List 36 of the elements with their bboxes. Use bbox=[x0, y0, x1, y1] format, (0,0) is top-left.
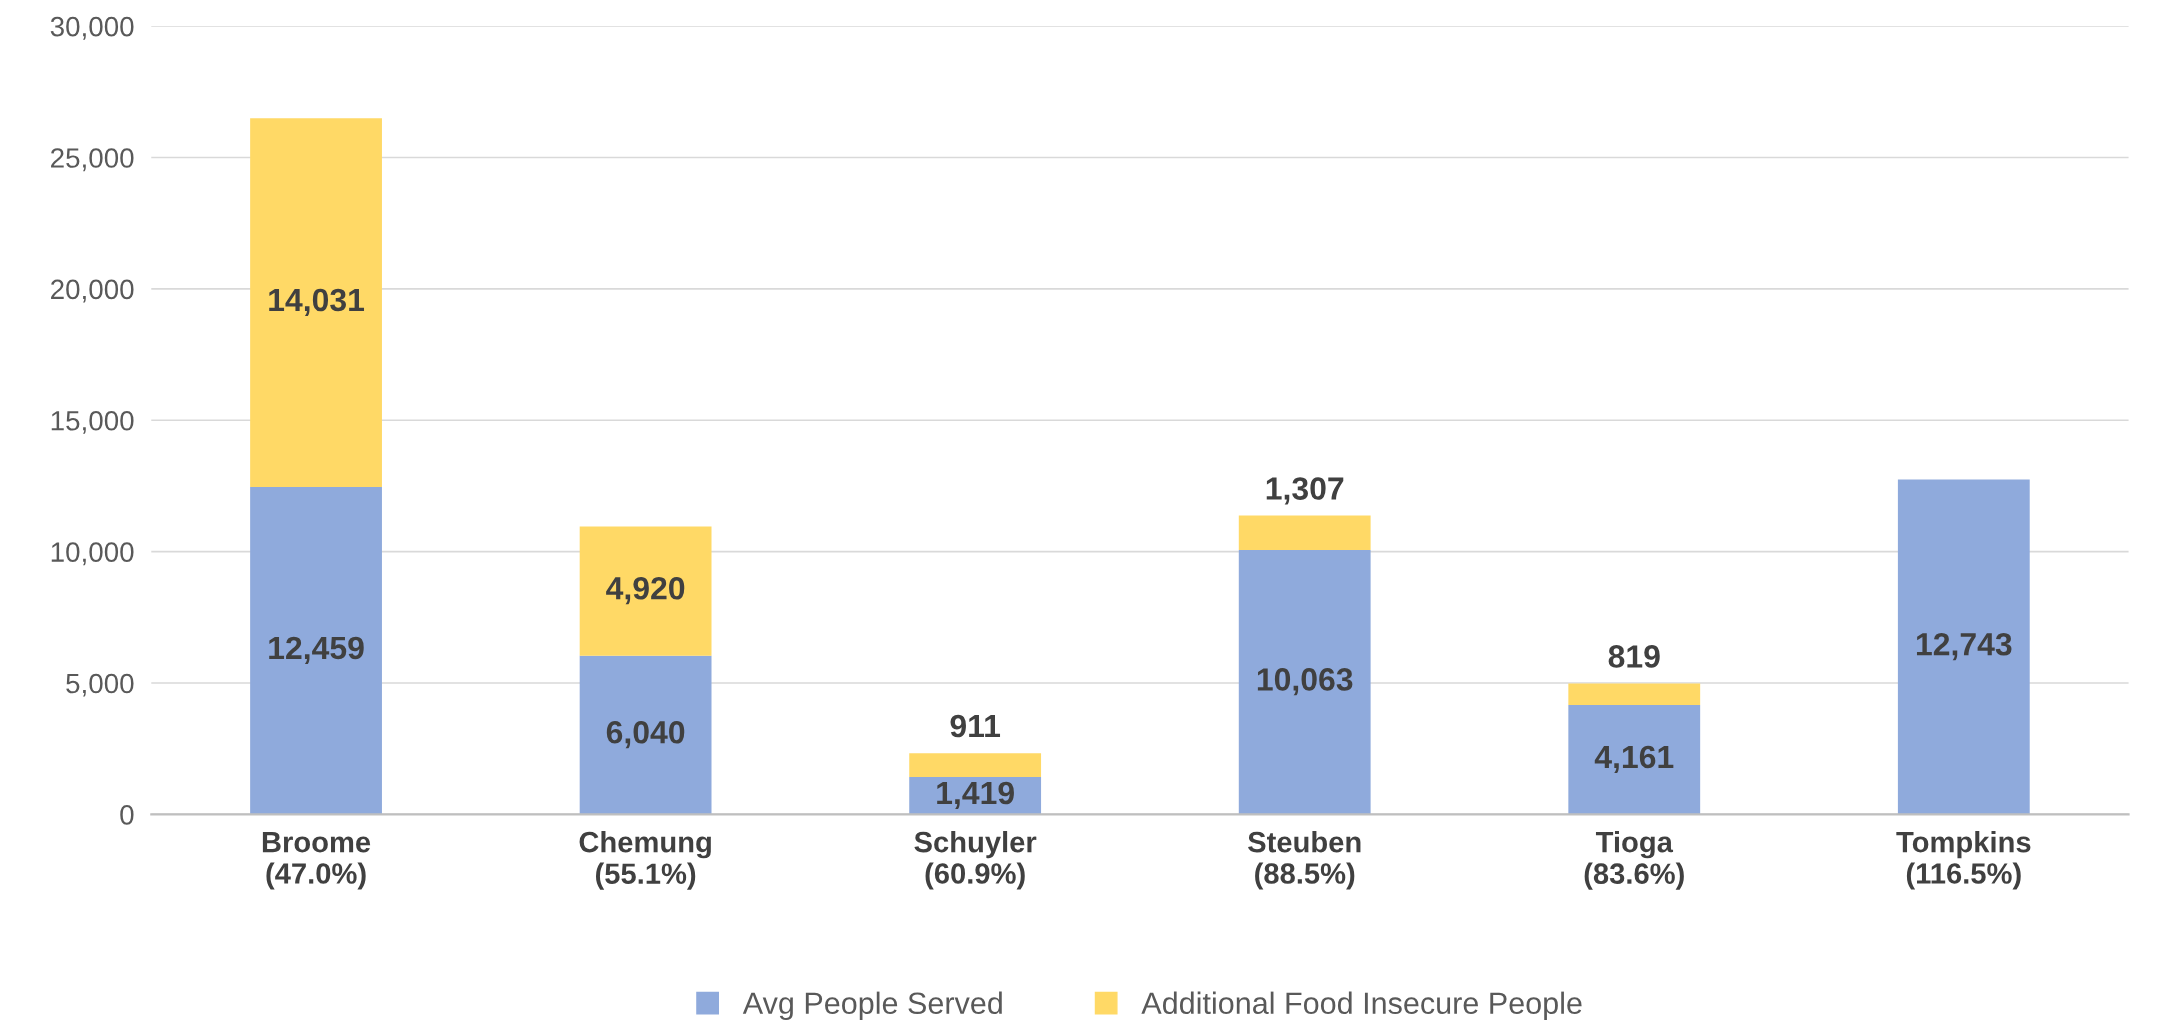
bar bbox=[909, 753, 1042, 778]
bar bbox=[1238, 549, 1371, 815]
bar bbox=[1897, 479, 2030, 815]
bar bbox=[250, 487, 382, 815]
x-tick-label: Tioga (83.6%) bbox=[1584, 831, 1684, 890]
x-tick-label: Broome (47.0%) bbox=[262, 832, 371, 890]
bar bbox=[579, 655, 712, 815]
data-label: 6,040 bbox=[606, 720, 685, 749]
data-label: 911 bbox=[950, 714, 1001, 738]
y-tick-label: 25,000 bbox=[51, 148, 134, 172]
data-label: 4,161 bbox=[1594, 745, 1674, 773]
y-tick-label: 5,000 bbox=[66, 673, 134, 697]
x-tick-label: Tompkins (116.5%) bbox=[1896, 831, 2031, 890]
bar bbox=[250, 118, 382, 488]
bar bbox=[1568, 705, 1701, 815]
data-label: 10,063 bbox=[1257, 668, 1353, 696]
data-label: 4,920 bbox=[606, 576, 685, 605]
data-label: 12,459 bbox=[269, 636, 364, 664]
bar bbox=[1238, 515, 1371, 550]
data-label: 1,307 bbox=[1266, 477, 1344, 505]
data-label: 1,419 bbox=[937, 781, 1014, 809]
x-tick-label: Schuyler (60.9%) bbox=[914, 831, 1037, 890]
data-label: 819 bbox=[1608, 645, 1660, 668]
data-label: 12,743 bbox=[1916, 632, 2012, 661]
y-tick-label: 20,000 bbox=[51, 279, 134, 303]
legend-label: Avg People Served bbox=[742, 991, 1002, 1021]
data-label: 14,031 bbox=[269, 288, 365, 316]
y-tick-label: 30,000 bbox=[50, 16, 134, 40]
x-tick-label: Steuben (88.5%) bbox=[1248, 831, 1361, 890]
y-tick-label: 0 bbox=[120, 805, 134, 825]
bar bbox=[1568, 683, 1701, 706]
legend-label: Additional Food Insecure People bbox=[1141, 991, 1582, 1021]
bar bbox=[579, 526, 712, 656]
x-tick-label: Chemung (55.1%) bbox=[579, 831, 711, 890]
y-tick-label: 15,000 bbox=[51, 410, 134, 434]
y-tick-label: 10,000 bbox=[51, 542, 134, 566]
